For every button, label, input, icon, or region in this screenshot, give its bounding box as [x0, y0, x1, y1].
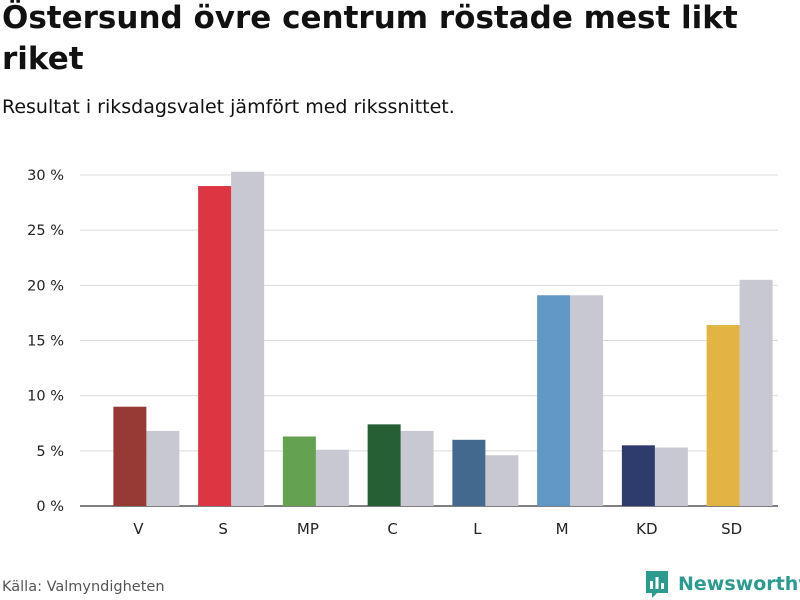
y-tick-label: 15 %	[27, 334, 64, 350]
x-tick-label: L	[473, 520, 482, 538]
bar-local	[621, 445, 655, 506]
x-tick-label: S	[218, 520, 228, 538]
y-tick-label: 5 %	[36, 444, 64, 460]
bar-average	[654, 447, 688, 506]
bar-local	[367, 424, 401, 506]
chart-title: Östersund övre centrum röstade mest likt…	[2, 0, 738, 77]
y-tick-label: 25 %	[27, 223, 64, 239]
bar-average	[146, 430, 180, 506]
bar-local	[452, 439, 486, 506]
x-tick-label: V	[133, 520, 144, 538]
bar-average	[485, 455, 519, 506]
y-tick-label: 10 %	[27, 389, 64, 405]
bar-average	[570, 295, 604, 506]
bar-average	[739, 279, 773, 506]
bar-local	[198, 186, 232, 506]
x-tick-label: MP	[297, 520, 319, 538]
bar-chart-logo-icon	[646, 571, 668, 598]
brand-logo: Newsworthy	[644, 568, 800, 600]
y-tick-label: 30 %	[27, 168, 64, 184]
chart-subtitle: Resultat i riksdagsvalet jämfört med rik…	[2, 96, 455, 118]
x-tick-label: C	[387, 520, 397, 538]
brand-name: Newsworthy	[678, 573, 800, 595]
bar-local	[113, 406, 147, 506]
x-tick-label: M	[556, 520, 569, 538]
bar-average	[400, 430, 434, 506]
x-tick-label: SD	[721, 520, 742, 538]
x-tick-label: KD	[636, 520, 657, 538]
bar-average	[231, 171, 265, 506]
bar-local	[706, 325, 740, 506]
bar-local	[537, 295, 571, 506]
bar-chart: 0 % 5 % 10 % 15 % 20 % 25 % 30 % V S MP C L M KD SD	[27, 168, 778, 538]
bar-local	[282, 436, 316, 506]
y-tick-label: 20 %	[27, 278, 64, 294]
y-tick-label: 0 %	[36, 499, 64, 515]
bar-average	[315, 449, 349, 506]
source-note: Källa: Valmyndigheten	[2, 579, 165, 595]
